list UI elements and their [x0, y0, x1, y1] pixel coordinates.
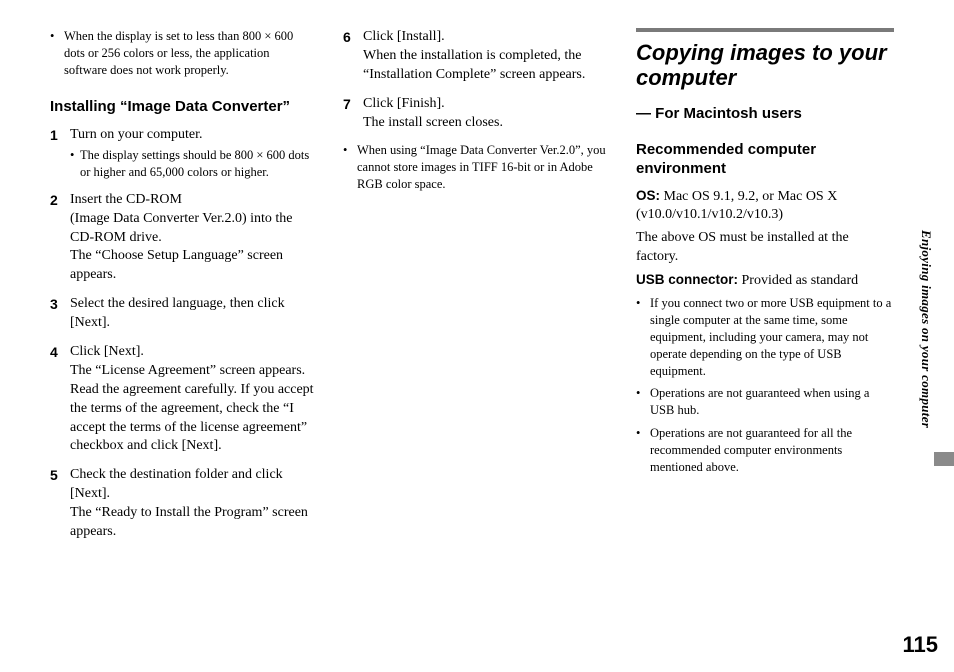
step-4: 4 Click [Next]. The “License Agreement” …: [50, 343, 315, 456]
side-chapter-label: Enjoying images on your computer: [918, 230, 934, 428]
step-2: 2 Insert the CD-ROM (Image Data Converte…: [50, 191, 315, 285]
step-number: 3: [50, 295, 70, 333]
step-3: 3 Select the desired language, then clic…: [50, 295, 315, 333]
bullet-text: Operations are not guaranteed for all th…: [650, 425, 894, 476]
bullet-text: When the display is set to less than 800…: [64, 28, 315, 79]
rec-bullet: • Operations are not guaranteed for all …: [636, 425, 894, 476]
page-content: • When the display is set to less than 8…: [0, 0, 954, 552]
section-subtitle: — For Macintosh users: [636, 105, 894, 122]
bullet-dot: •: [343, 142, 357, 193]
bullet-dot: •: [636, 425, 650, 476]
step-body: Check the destination folder and click […: [70, 466, 315, 542]
step-number: 2: [50, 191, 70, 285]
rec-bullet: • Operations are not guaranteed when usi…: [636, 385, 894, 419]
page-number: 115: [903, 632, 939, 658]
step-number: 5: [50, 466, 70, 542]
usb-line: USB connector: Provided as standard: [636, 271, 894, 291]
step-5: 5 Check the destination folder and click…: [50, 466, 315, 542]
usb-text: Provided as standard: [738, 273, 858, 288]
sub-dot: •: [70, 147, 80, 181]
step-1: 1 Turn on your computer. • The display s…: [50, 126, 315, 181]
os-line: OS: Mac OS 9.1, 9.2, or Mac OS X (v10.0/…: [636, 187, 894, 226]
os-text: Mac OS 9.1, 9.2, or Mac OS X (v10.0/v10.…: [636, 189, 837, 223]
step-text: Turn on your computer.: [70, 127, 202, 142]
step-number: 6: [343, 28, 363, 85]
bullet-text: If you connect two or more USB equipment…: [650, 295, 894, 379]
install-heading: Installing “Image Data Converter”: [50, 97, 315, 117]
step-sub-bullet: • The display settings should be 800 × 6…: [70, 147, 315, 181]
usb-label: USB connector:: [636, 272, 738, 287]
side-tab-marker: [934, 452, 954, 466]
install-steps-cont: 6 Click [Install]. When the installation…: [343, 28, 608, 132]
bullet-note: • When using “Image Data Converter Ver.2…: [343, 142, 608, 193]
step-body: Select the desired language, then click …: [70, 295, 315, 333]
step-number: 7: [343, 95, 363, 133]
rec-bullet: • If you connect two or more USB equipme…: [636, 295, 894, 379]
os-factory: The above OS must be installed at the fa…: [636, 229, 894, 267]
bullet-dot: •: [636, 385, 650, 419]
step-body: Turn on your computer. • The display set…: [70, 126, 315, 181]
step-number: 1: [50, 126, 70, 181]
step-body: Insert the CD-ROM (Image Data Converter …: [70, 191, 315, 285]
step-6: 6 Click [Install]. When the installation…: [343, 28, 608, 85]
bullet-note: • When the display is set to less than 8…: [50, 28, 315, 79]
bullet-text: When using “Image Data Converter Ver.2.0…: [357, 142, 608, 193]
step-body: Click [Finish]. The install screen close…: [363, 95, 608, 133]
bullet-dot: •: [50, 28, 64, 79]
section-title: Copying images to your computer: [636, 40, 894, 91]
step-7: 7 Click [Finish]. The install screen clo…: [343, 95, 608, 133]
column-2: 6 Click [Install]. When the installation…: [343, 28, 608, 552]
step-number: 4: [50, 343, 70, 456]
rec-heading: Recommended computer environment: [636, 140, 894, 179]
bullet-dot: •: [636, 295, 650, 379]
step-body: Click [Install]. When the installation i…: [363, 28, 608, 85]
os-label: OS:: [636, 188, 660, 203]
column-3: Copying images to your computer — For Ma…: [636, 28, 894, 552]
bullet-text: Operations are not guaranteed when using…: [650, 385, 894, 419]
section-top-bar: [636, 28, 894, 32]
note-block: • When using “Image Data Converter Ver.2…: [343, 142, 608, 193]
column-1: • When the display is set to less than 8…: [50, 28, 315, 552]
step-body: Click [Next]. The “License Agreement” sc…: [70, 343, 315, 456]
install-steps: 1 Turn on your computer. • The display s…: [50, 126, 315, 542]
sub-text: The display settings should be 800 × 600…: [80, 147, 315, 181]
